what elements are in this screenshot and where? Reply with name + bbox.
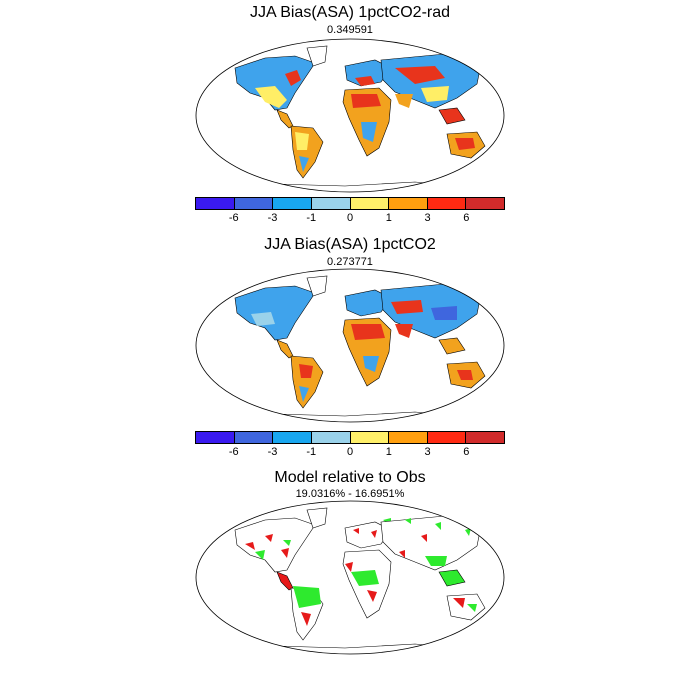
colorbar-swatch [427, 198, 467, 209]
panel-2-land [214, 275, 486, 419]
panel-1-title: JJA Bias(ASA) 1pctCO2-rad [249, 4, 451, 21]
colorbar-swatch [466, 432, 504, 443]
tick-label: 6 [463, 212, 470, 224]
colorbar-swatch [273, 432, 312, 443]
tick-label: -1 [306, 446, 317, 458]
tick-label: 3 [424, 446, 431, 458]
colorbar-swatch [350, 198, 390, 209]
colorbar-swatch [196, 198, 235, 209]
panel-2-colorbar-ticks: -6 -3 -1 0 1 3 6 [195, 446, 505, 460]
panel-3-title: Model relative to Obs [274, 469, 426, 486]
panel-1-colorbar [195, 197, 505, 210]
tick-label: -3 [267, 446, 278, 458]
tick-label: -3 [267, 212, 278, 224]
colorbar-swatch [311, 198, 351, 209]
tick-label: -6 [228, 212, 239, 224]
tick-label: 1 [385, 446, 392, 458]
panel-3-subtitle: 19.0316% - 16.6951% [295, 488, 405, 500]
tick-label: 1 [385, 212, 392, 224]
panel-1-map [195, 38, 505, 193]
colorbar-swatch [234, 432, 274, 443]
panel-2-colorbar [195, 431, 505, 444]
colorbar-swatch [234, 198, 274, 209]
tick-label: 6 [463, 446, 470, 458]
panel-3-map [195, 500, 505, 655]
colorbar-swatch [273, 198, 312, 209]
tick-label: 3 [424, 212, 431, 224]
panel-2-subtitle: 0.273771 [327, 256, 373, 268]
panel-1-land [214, 45, 486, 189]
panel-2-map [195, 268, 505, 423]
colorbar-swatch [427, 432, 467, 443]
panel-1-colorbar-ticks: -6 -3 -1 0 1 3 6 [195, 212, 505, 226]
colorbar-swatch [196, 432, 235, 443]
tick-label: 0 [346, 212, 354, 224]
panel-2-title: JJA Bias(ASA) 1pctCO2 [264, 236, 436, 253]
tick-label: 0 [346, 446, 354, 458]
panel-1-subtitle: 0.349591 [327, 24, 373, 36]
colorbar-swatch [389, 432, 428, 443]
panel-3-land [214, 507, 486, 651]
colorbar-swatch [350, 432, 390, 443]
tick-label: -1 [306, 212, 317, 224]
tick-label: -6 [228, 446, 239, 458]
colorbar-swatch [311, 432, 351, 443]
colorbar-swatch [389, 198, 428, 209]
colorbar-swatch [466, 198, 504, 209]
